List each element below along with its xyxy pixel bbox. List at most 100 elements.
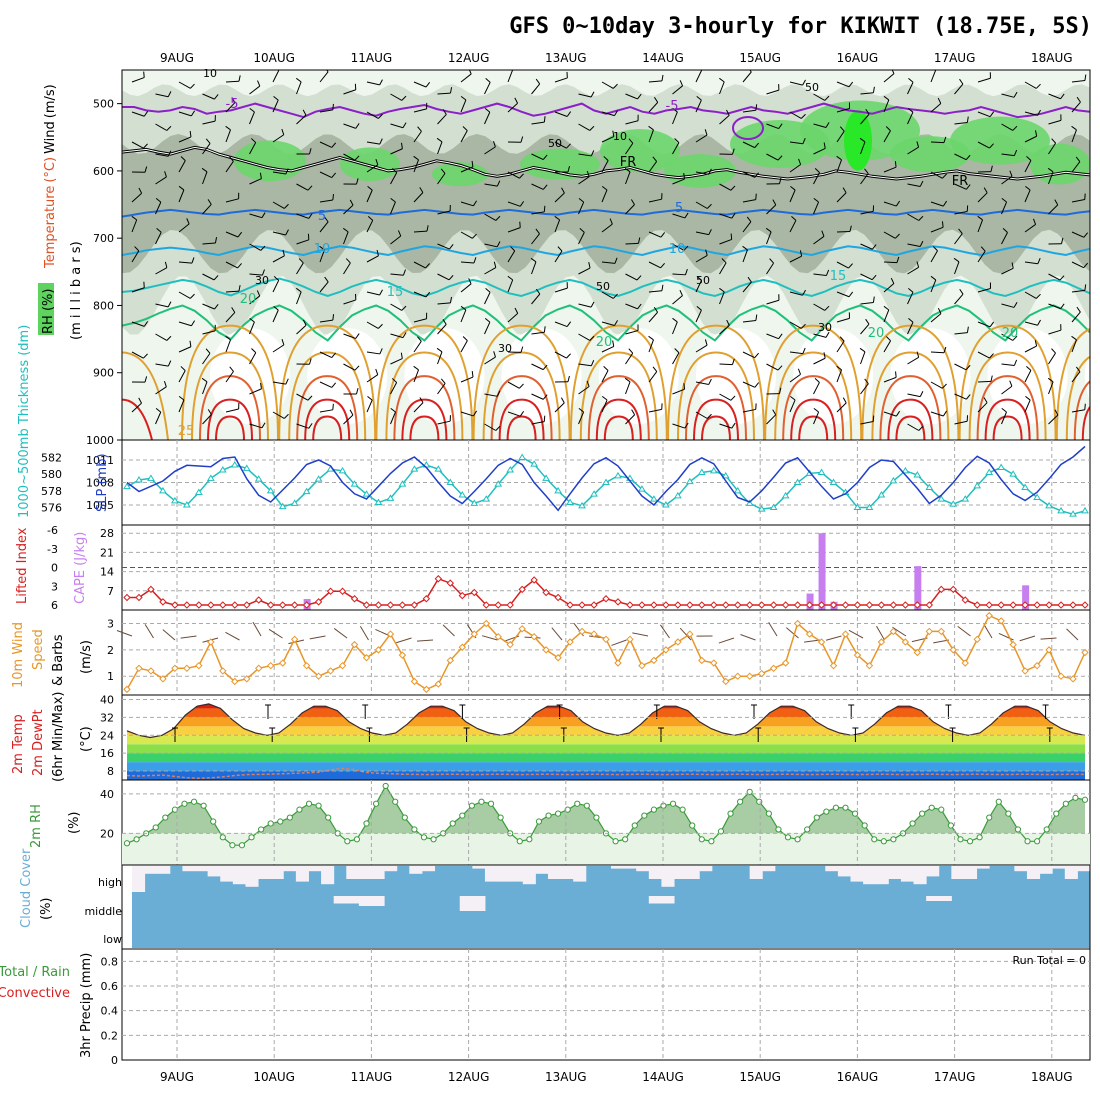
wind-barb (225, 125, 231, 143)
wind-barb-flag (201, 377, 208, 383)
wind-barb-shaft (766, 123, 779, 130)
wind-barb-flag (990, 165, 993, 172)
surface-barb (1066, 628, 1079, 641)
wind-barb-flag (440, 378, 446, 384)
surface-barb (957, 626, 971, 637)
wind-barb (390, 407, 396, 425)
wind-barb (225, 261, 242, 269)
wind-barb-shaft (883, 130, 891, 143)
wind-barb-flag (719, 287, 725, 293)
wind-barb-flag (916, 351, 920, 358)
wind-barb (578, 407, 585, 425)
wind-barb (578, 228, 585, 245)
wind-barb-shaft (672, 388, 685, 395)
wind-barb-flag (732, 358, 735, 365)
wind-barb-flag (821, 230, 825, 237)
wind-barb (1024, 366, 1032, 383)
isotherm-label: 15 (387, 285, 404, 300)
wind-barb-shaft (1096, 214, 1100, 218)
wind-barb (155, 261, 168, 275)
wind-barb-flag (966, 326, 969, 333)
rh2m-point (832, 804, 840, 811)
wind-barb-shaft (554, 250, 563, 263)
rh2m-point (382, 782, 389, 790)
wind-barb (131, 397, 142, 413)
wind-barb-shaft (178, 346, 192, 353)
rh2m-point (152, 824, 159, 831)
wind-barb-shaft (296, 81, 302, 95)
wind-barb (672, 243, 689, 251)
thickness-point (973, 481, 982, 489)
wind-barb-shaft (695, 309, 702, 323)
thickness-point (159, 486, 167, 494)
wind-barb (601, 130, 615, 143)
wind-barb-flag (586, 170, 590, 177)
wind-barb-shaft (155, 201, 162, 215)
cloud-cell-high (888, 866, 902, 879)
lifted-index-point (590, 601, 598, 609)
wind-barb-shaft (1001, 123, 1014, 131)
wind-barb-shaft (719, 423, 732, 429)
wind-barb-shaft (507, 312, 519, 323)
wind-barb (883, 126, 891, 143)
thickness-point (817, 468, 826, 475)
wind-barb (531, 393, 548, 400)
wind-barb-shaft (413, 318, 427, 323)
wind-barb-flag (825, 269, 830, 276)
isotherm-label: 15 (830, 269, 847, 284)
wind-speed-point (183, 664, 191, 673)
cloud-cell-middle (472, 896, 486, 911)
wind-barb (1096, 80, 1100, 94)
wind-barb (249, 138, 257, 155)
wind-barb-flag (1059, 275, 1065, 281)
wind-barb-flag (155, 197, 162, 203)
wind-barb (319, 171, 337, 178)
lifted-index-point (877, 601, 886, 609)
wind-barb (672, 107, 678, 125)
slp-tick-label: 1008 (86, 477, 114, 490)
wind-barb (155, 197, 162, 215)
wind-barb (930, 410, 948, 417)
thickness-point (949, 500, 958, 507)
wind-barb-flag (496, 241, 501, 248)
wind-speed-point (853, 651, 862, 659)
wind-barb-flag (746, 216, 752, 222)
wind-tick-label: 2 (107, 644, 114, 657)
wind-barb-flag (983, 397, 988, 403)
wind-barb (460, 371, 474, 383)
wind-barb-shaft (1071, 311, 1081, 323)
surface-barb (740, 634, 756, 641)
cloud-cell-middle (459, 896, 473, 911)
wind-barb-shaft (1001, 385, 1013, 395)
temp-unit-label: (°C) (79, 726, 94, 752)
wind-barb-flag (942, 410, 948, 417)
cloud-cover-label: Cloud Cover (19, 848, 34, 928)
wind-barb (296, 148, 312, 155)
lifted-index-point (1009, 601, 1017, 609)
wind-barb-flag (672, 317, 678, 323)
warm-contour (215, 415, 245, 440)
wind-barb-shaft (1048, 171, 1054, 185)
wind-barb-shaft (625, 414, 635, 425)
rh2m-point (938, 806, 945, 813)
wind-barb-flag (543, 205, 546, 212)
wind-barb-shaft (366, 81, 380, 86)
wind-barb-flag (628, 138, 634, 144)
warm-contour (782, 375, 845, 440)
pressure-series (123, 445, 1089, 517)
wind-barb (672, 212, 689, 219)
warm-contour (385, 351, 464, 440)
wind-barb (319, 381, 337, 388)
wind-barb (883, 231, 900, 239)
warm-contour (579, 351, 658, 440)
wind-speed-point (362, 654, 371, 662)
wind-barb (930, 381, 947, 389)
cloud-cell-high (1077, 866, 1090, 872)
wind-barb-shaft (578, 411, 585, 425)
wind-barb-flag (166, 125, 172, 131)
surface-barb (632, 632, 649, 637)
wind-barb (225, 366, 234, 383)
wind-barb (343, 199, 354, 215)
